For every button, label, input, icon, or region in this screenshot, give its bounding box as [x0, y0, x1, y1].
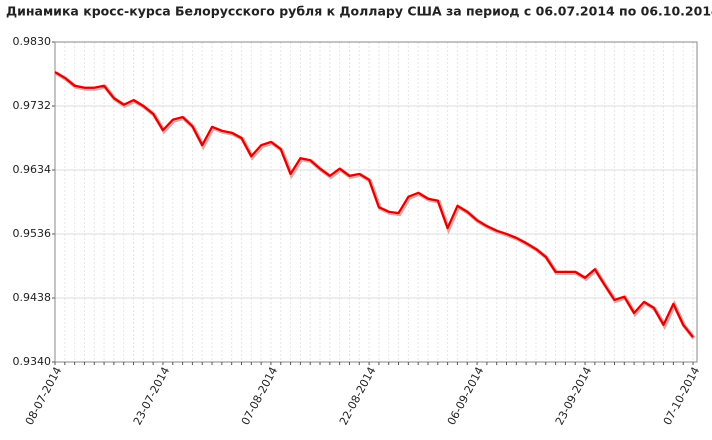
x-tick-label: 23-07-2014: [131, 365, 172, 428]
x-tick-label: 22-08-2014: [337, 365, 378, 428]
y-tick-label: 0.9830: [13, 35, 52, 48]
x-tick-label: 07-08-2014: [239, 365, 280, 428]
x-tick-label: 07-10-2014: [661, 365, 702, 428]
y-tick-label: 0.9634: [13, 163, 52, 176]
x-tick-label: 23-09-2014: [553, 365, 594, 428]
y-tick-label: 0.9438: [13, 291, 52, 304]
y-tick-label: 0.9536: [13, 227, 52, 240]
y-tick-label: 0.9340: [13, 355, 52, 368]
plot-frame: [54, 41, 698, 363]
x-tick-label: 06-09-2014: [445, 365, 486, 428]
x-tick-label: 08-07-2014: [23, 365, 64, 428]
y-tick-label: 0.9732: [13, 99, 52, 112]
chart-title: Динамика кросс-курса Белорусского рубля …: [6, 4, 712, 19]
line: [54, 71, 694, 338]
